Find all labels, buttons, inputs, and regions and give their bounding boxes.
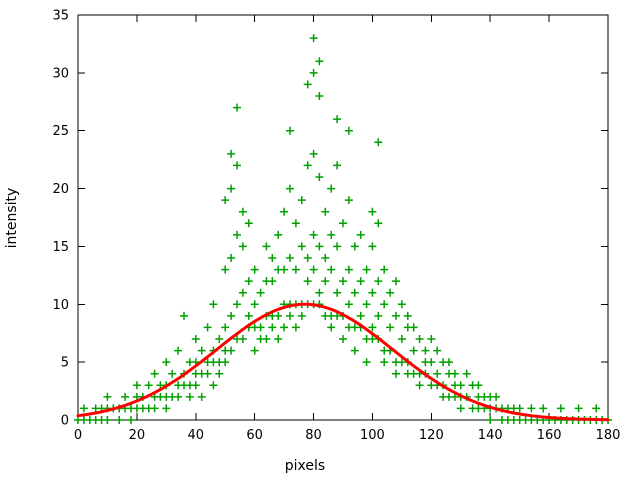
y-tick-label: 15 <box>52 240 69 255</box>
x-tick-label: 180 <box>596 428 621 443</box>
y-tick-label: 0 <box>61 414 69 429</box>
y-axis-label: intensity <box>4 187 20 249</box>
y-tick-label: 5 <box>61 356 69 371</box>
y-tick-label: 30 <box>52 66 69 81</box>
x-tick-label: 20 <box>129 428 146 443</box>
x-tick-label: 0 <box>74 428 82 443</box>
x-tick-label: 120 <box>419 428 444 443</box>
y-tick-label: 20 <box>52 182 69 197</box>
scatter-markers <box>74 34 612 424</box>
x-axis-label: pixels <box>284 458 326 474</box>
x-tick-label: 140 <box>478 428 503 443</box>
x-tick-label: 60 <box>246 428 263 443</box>
fit-curve <box>76 302 610 422</box>
y-tick-label: 35 <box>52 9 69 24</box>
plot-border <box>77 14 609 421</box>
x-tick-label: 40 <box>188 428 205 443</box>
x-tick-label: 160 <box>537 428 562 443</box>
x-tick-label: 100 <box>360 428 385 443</box>
y-tick-label: 25 <box>52 124 69 139</box>
x-tick-label: 80 <box>305 428 322 443</box>
y-tick-label: 10 <box>52 298 69 313</box>
